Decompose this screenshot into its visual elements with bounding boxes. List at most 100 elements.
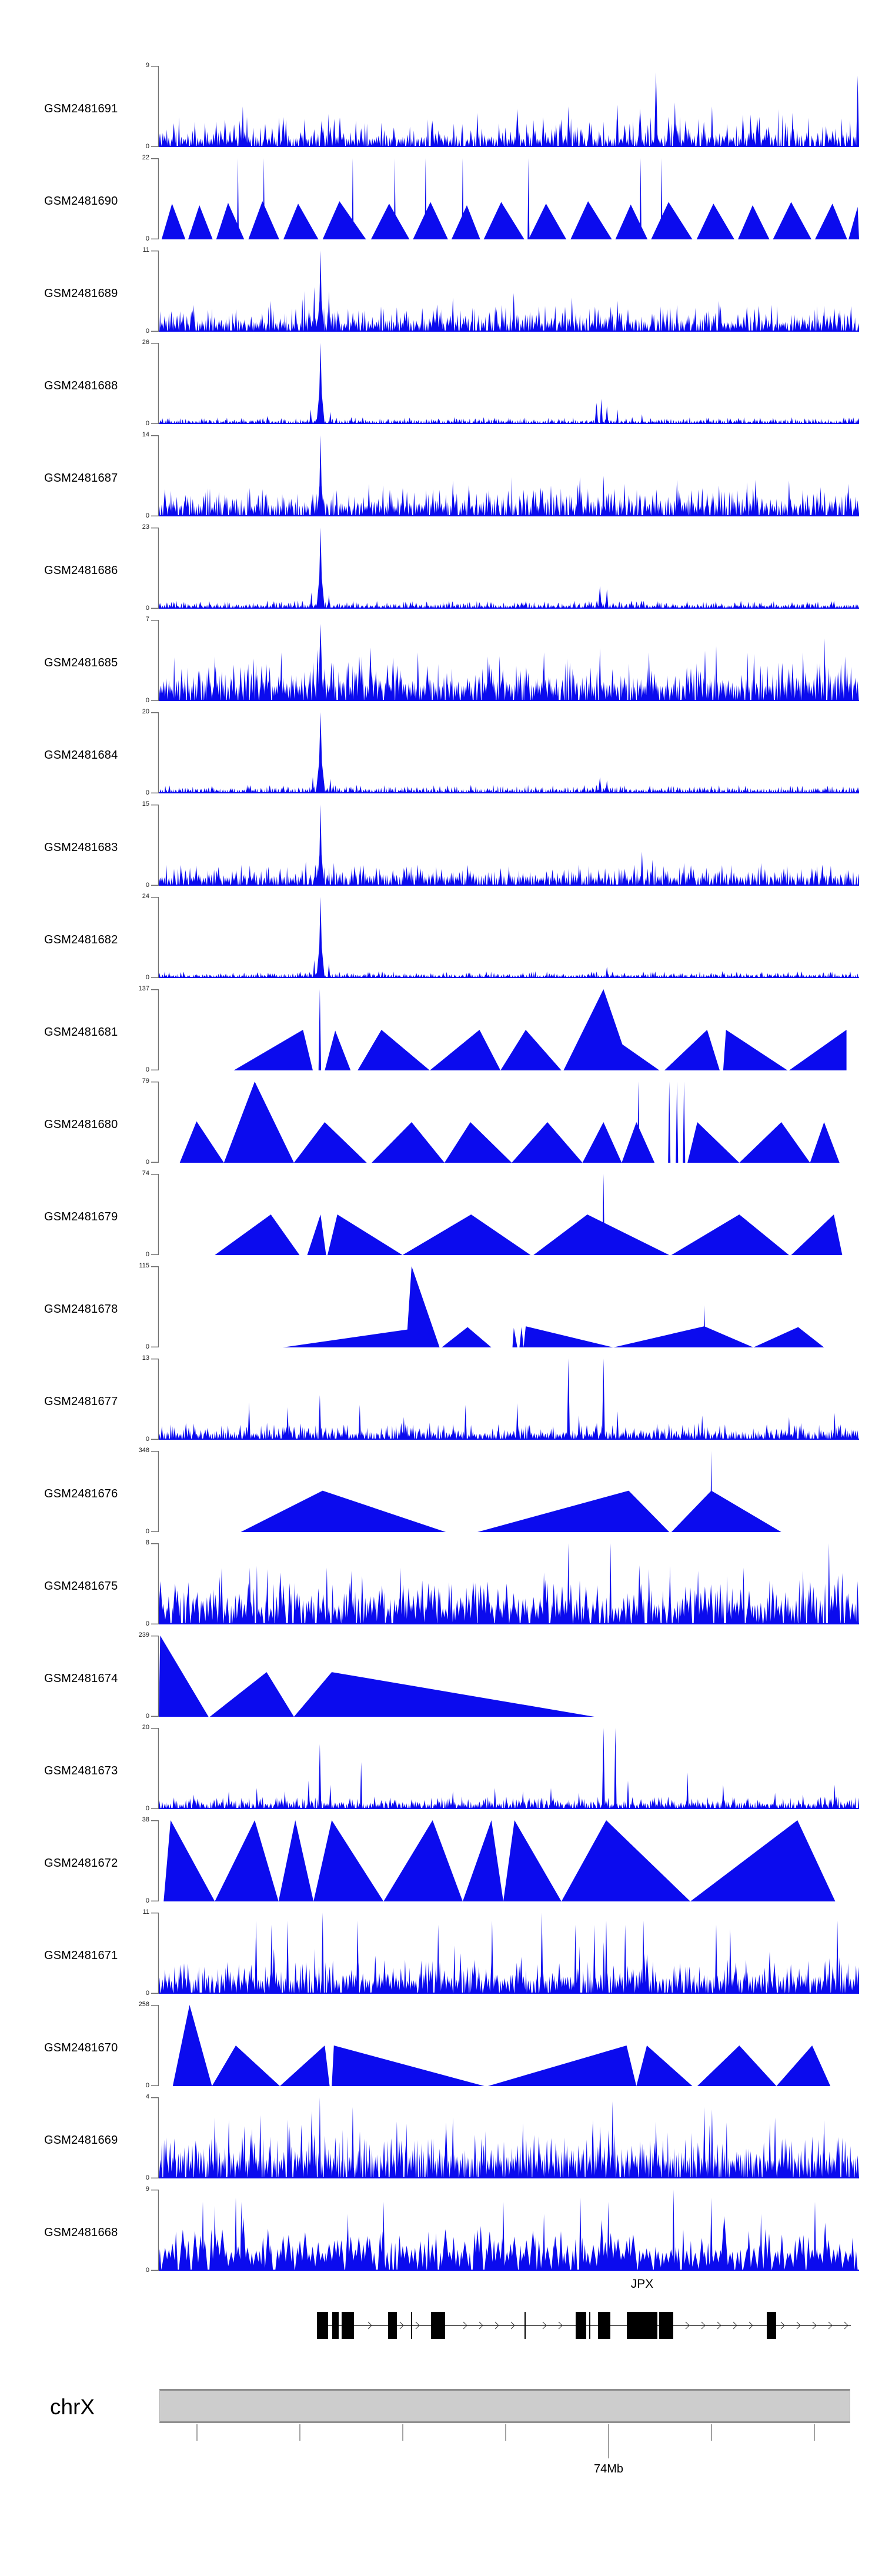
signal-area-plot [159,1913,859,1994]
y-axis-zero-label: 0 [145,1528,149,1535]
track-label: GSM2481668 [44,2226,118,2239]
signal-area-plot [159,528,859,609]
y-axis-max-label: 22 [142,154,149,161]
y-axis [151,2097,159,2179]
signal-area-plot [159,251,859,332]
y-axis [151,251,159,332]
track-row: GSM2481670 258 0 [0,2000,882,2093]
track-label: GSM2481669 [44,2134,118,2147]
y-axis-max-label: 115 [139,1262,149,1269]
signal-area-plot [233,989,847,1070]
strand-arrow-icon [717,2321,721,2330]
y-axis-zero-label: 0 [145,1251,149,1258]
track-label: GSM2481685 [44,656,118,669]
y-axis [151,528,159,609]
y-axis [151,1913,159,1994]
track-label: GSM2481678 [44,1303,118,1316]
y-axis-max-label: 79 [142,1077,149,1085]
exon-box [627,2312,657,2339]
signal-area-plot [159,1636,594,1717]
track-label: GSM2481675 [44,1580,118,1593]
exon-box [332,2312,339,2339]
strand-arrow-icon [463,2321,467,2330]
y-axis [151,1082,159,1163]
y-axis-zero-label: 0 [145,2082,149,2089]
signal-area-plot [159,712,859,793]
y-axis [151,1820,159,1902]
exon-box [524,2312,526,2339]
track-row: GSM2481682 24 0 [0,892,882,985]
track-row: GSM2481678 115 0 [0,1262,882,1354]
y-axis [151,897,159,979]
y-axis-zero-label: 0 [145,974,149,981]
y-axis-max-label: 23 [142,523,149,530]
y-axis-max-label: 258 [138,2001,149,2008]
y-axis [151,1728,159,1810]
y-axis-zero-label: 0 [145,1436,149,1443]
y-axis-zero-label: 0 [145,1343,149,1350]
signal-area-plot [215,1174,843,1255]
signal-area-plot [282,1266,824,1347]
y-axis-max-label: 8 [145,1539,149,1546]
y-axis [151,989,159,1071]
signal-area-plot [159,2097,859,2178]
track-label: GSM2481673 [44,1764,118,1777]
track-label: GSM2481679 [44,1210,118,1223]
y-axis [151,1543,159,1625]
signal-area-plot [159,2190,859,2271]
y-axis-max-label: 7 [145,616,149,623]
track-row: GSM2481675 8 0 [0,1539,882,1631]
y-axis-max-label: 14 [142,431,149,438]
signal-area-plot [161,158,859,239]
exon-box [431,2312,445,2339]
y-axis-zero-label: 0 [145,1713,149,1720]
signal-area-plot [159,72,859,147]
y-axis [151,1266,159,1348]
signal-area-plot [172,2005,831,2086]
track-row: GSM2481687 14 0 [0,431,882,523]
y-axis-zero-label: 0 [145,420,149,427]
signal-area-plot [159,1359,859,1440]
track-row: GSM2481680 79 0 [0,1077,882,1169]
strand-arrow-icon [495,2321,499,2330]
y-axis-zero-label: 0 [145,328,149,335]
track-row: GSM2481689 11 0 [0,246,882,338]
track-row: GSM2481681 137 0 [0,985,882,1077]
track-label: GSM2481676 [44,1487,118,1500]
track-row: GSM2481684 20 0 [0,708,882,800]
track-label: GSM2481683 [44,841,118,854]
y-axis-zero-label: 0 [145,1805,149,1812]
track-label: GSM2481687 [44,472,118,485]
strand-arrow-icon [479,2321,483,2330]
y-axis [151,620,159,702]
position-tick-label: 74Mb [594,2462,623,2475]
track-row: GSM2481671 11 0 [0,1908,882,2000]
y-axis-max-label: 74 [142,1170,149,1177]
signal-area-plot [159,897,859,978]
track-row: GSM2481673 20 0 [0,1723,882,1816]
gene-model-diagram [317,2312,851,2339]
track-row: GSM2481686 23 0 [0,523,882,615]
coordinate-ruler: 74Mb [196,2424,815,2475]
track-label: GSM2481682 [44,933,118,946]
y-axis-zero-label: 0 [145,2267,149,2274]
track-label: GSM2481681 [44,1026,118,1039]
signal-area-plot [240,1451,781,1532]
y-axis-zero-label: 0 [145,1066,149,1073]
track-label: GSM2481691 [44,102,118,115]
exon-box [317,2312,328,2339]
y-axis-zero-label: 0 [145,1990,149,1997]
strand-arrow-icon [399,2321,404,2330]
track-label: GSM2481688 [44,379,118,392]
chromosome-ideogram-bar [159,2389,850,2423]
y-axis [151,435,159,517]
strand-arrow-icon [812,2321,817,2330]
y-axis-max-label: 20 [142,1724,149,1731]
strand-arrow-icon [368,2321,372,2330]
signal-area-plot [179,1082,840,1163]
y-axis [151,1359,159,1440]
strand-arrow-icon [558,2321,563,2330]
y-axis-max-label: 11 [142,246,149,253]
track-label: GSM2481686 [44,564,118,577]
